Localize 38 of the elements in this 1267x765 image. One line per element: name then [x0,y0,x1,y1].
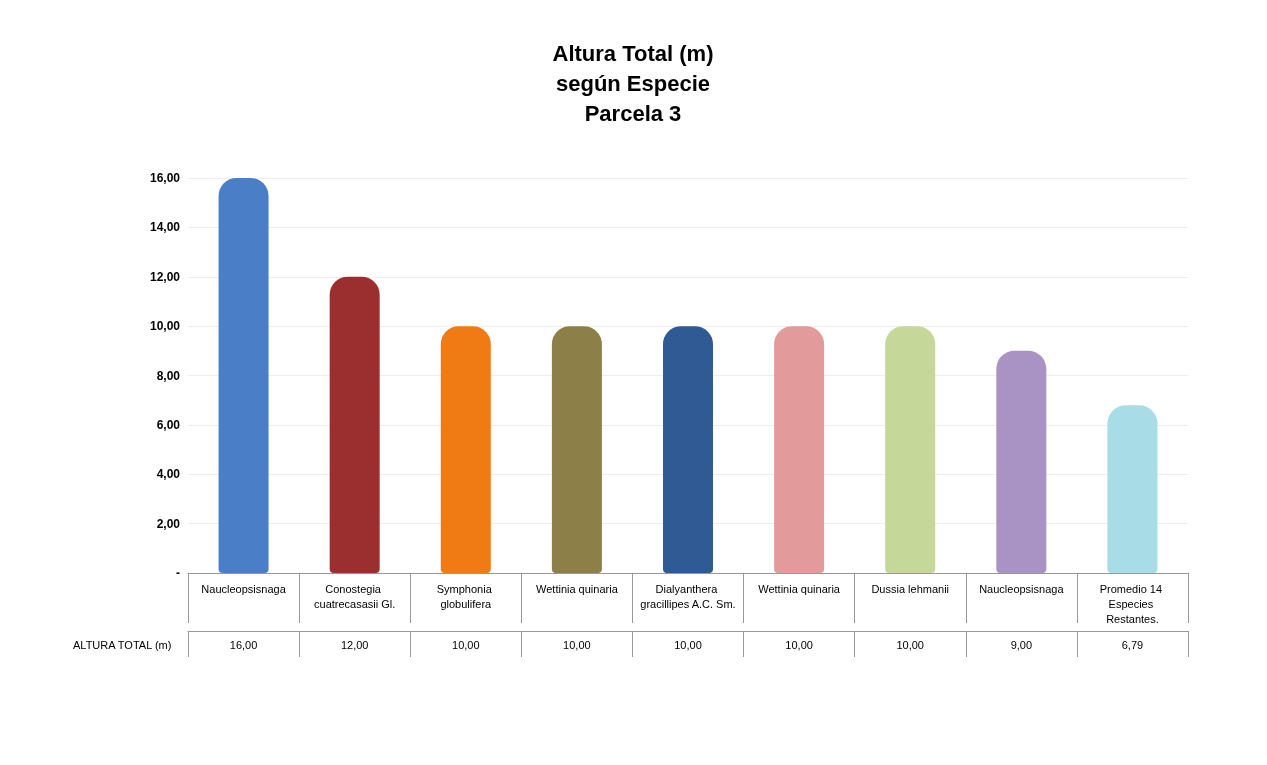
x-tick-label: Symphonia globulifera [436,582,495,610]
bar [551,326,602,573]
data-label: 12,00 [340,638,369,651]
data-label: 10,00 [785,638,813,651]
bar [1107,405,1158,573]
y-tick-label: - [176,566,180,580]
y-tick-label: 8,00 [156,368,181,383]
y-tick-label: 14,00 [149,220,181,235]
x-tick-label: Wettinia quinaria [758,582,841,595]
data-label: 10,00 [563,638,591,651]
chart-title: Altura Total (m) según Especie Parcela 3 [552,40,714,126]
y-tick-label: 4,00 [156,467,181,482]
x-tick-label: Naucleopsisnaga [979,582,1065,595]
bar [774,326,825,573]
x-tick-label: Promedio 14 Especies Restantes. [1099,582,1166,625]
x-tick-label: Dialyanthera gracillipes A.C. Sm. [640,582,736,610]
data-label: 10,00 [674,638,702,651]
x-tick-label: Dussia lehmanii [871,582,950,595]
bar [218,178,269,573]
y-tick-label: 6,00 [156,417,181,432]
data-label: 10,00 [896,638,924,651]
data-label: 6,79 [1121,638,1144,651]
bar [885,326,936,573]
x-tick-label: Conostegia cuatrecasasii Gl. [314,582,396,610]
x-tick-label: Naucleopsisnaga [201,582,287,595]
data-label: 10,00 [452,638,480,651]
bar [329,276,380,573]
y-tick-label: 2,00 [156,516,181,531]
data-label: 9,00 [1010,638,1033,651]
data-label: 16,00 [229,638,258,651]
x-tick-label: Wettinia quinaria [536,582,619,595]
bar [663,326,713,573]
y-tick-label: 10,00 [149,319,181,334]
bar [996,350,1047,573]
y-tick-label: 12,00 [149,269,181,284]
bar [440,326,491,573]
text: ALTURA TOTAL (m) [73,638,172,651]
y-tick-label: 16,00 [149,171,181,185]
